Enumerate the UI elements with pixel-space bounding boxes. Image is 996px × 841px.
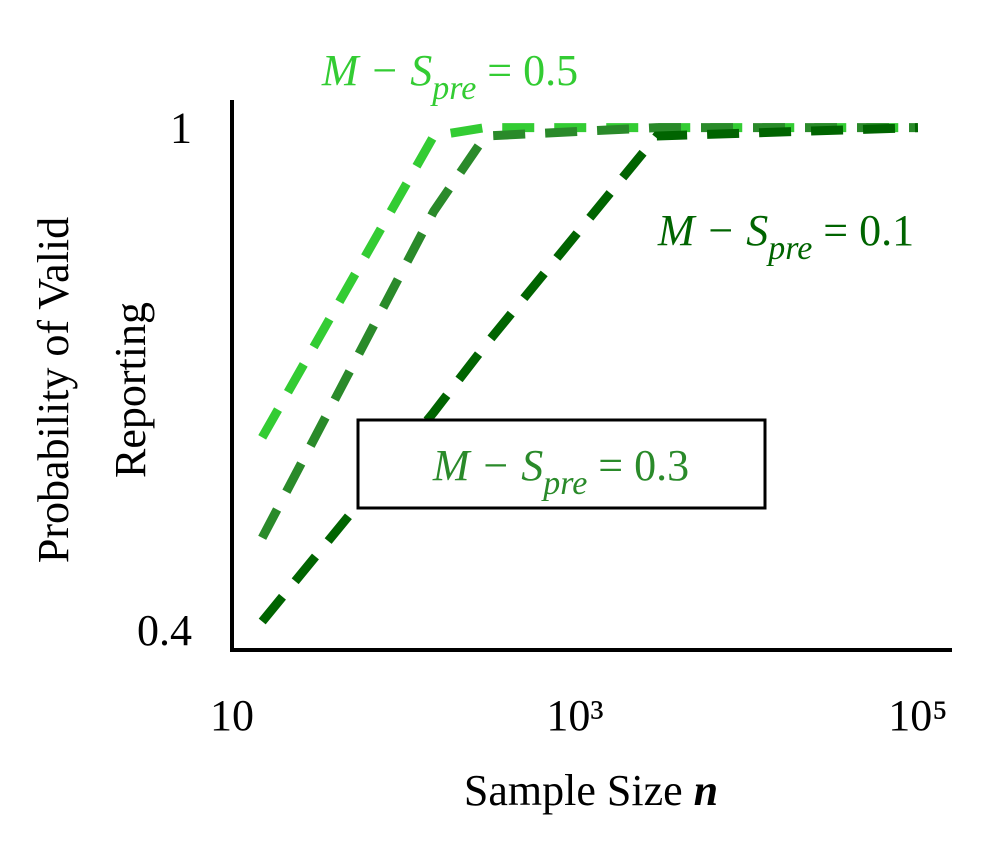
y-axis-title-line: Probability of Valid [29,217,78,563]
annotation-main: M − S [432,441,543,490]
annotation-sub: pre [430,70,476,107]
x-tick-label: 10⁵ [888,691,947,740]
annotation-tail: = 0.3 [587,441,689,490]
annotation-box [356,418,767,510]
x-tick-label: 10 [210,691,254,740]
x-axis-title-text: Sample Size [464,766,683,815]
x-axis-title: Sample Size n [464,766,718,815]
annotation-main: M − S [657,206,768,255]
annotation: M − Spre = 0.5 [321,46,578,107]
series-line [258,123,919,625]
annotation-main: M − S [321,46,432,95]
annotation: M − Spre = 0.1 [657,206,914,267]
annotation-tail: = 0.1 [812,206,914,255]
annotation-tail: = 0.5 [476,46,578,95]
annotation-sub: pre [541,465,587,502]
x-tick-label: 10³ [546,691,603,740]
annotation: M − Spre = 0.3 [432,441,689,502]
series-line [258,123,918,440]
annotation-sub: pre [766,230,812,267]
y-tick-label: 0.4 [137,606,192,655]
y-axis-title-line: Reporting [106,302,155,478]
y-tick-label: 1 [170,104,192,153]
x-axis-variable: n [694,766,718,815]
